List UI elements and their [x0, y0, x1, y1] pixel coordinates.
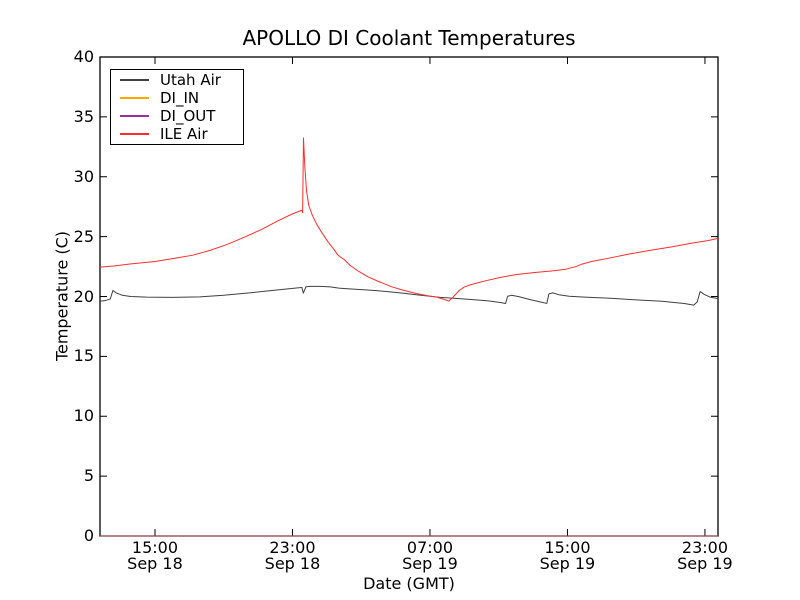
x-tick-time: 07:00	[406, 538, 454, 557]
legend-line-di-out	[120, 115, 149, 117]
x-tick-time: 23:00	[681, 538, 728, 557]
legend-label: DI_IN	[160, 88, 200, 107]
y-tick-label: 0	[83, 526, 94, 545]
y-tick-label: 30	[73, 166, 94, 186]
legend: Utah Air DI_IN DI_OUT ILE Air	[110, 69, 244, 145]
legend-line-ile-air	[120, 133, 149, 135]
y-tick-label: 5	[83, 466, 94, 486]
x-tick-label: 23:00 Sep 18	[265, 540, 321, 572]
legend-item-ile-air: ILE Air	[111, 124, 243, 143]
legend-line-utah-air	[120, 79, 149, 81]
legend-item-di-out: DI_OUT	[111, 106, 243, 125]
x-tick-label: 07:00 Sep 19	[402, 540, 458, 572]
legend-item-di-in: DI_IN	[111, 88, 243, 107]
x-tick-label: 15:00 Sep 19	[540, 540, 596, 572]
legend-line-di-in	[120, 97, 149, 99]
x-tick-date: Sep 19	[677, 554, 733, 573]
x-axis-label: Date (GMT)	[363, 574, 455, 593]
x-tick-date: Sep 18	[264, 554, 321, 573]
x-tick-time: 15:00	[544, 538, 591, 557]
legend-item-utah-air: Utah Air	[111, 70, 243, 89]
y-tick-label: 35	[73, 106, 94, 126]
y-tick-label: 15	[73, 346, 94, 366]
x-tick-time: 23:00	[269, 538, 316, 557]
legend-label: Utah Air	[160, 70, 221, 89]
legend-label: DI_OUT	[160, 106, 216, 125]
chart-title: APOLLO DI Coolant Temperatures	[242, 26, 576, 50]
series-line-ile-air	[99, 137, 719, 302]
x-tick-label: 15:00 Sep 18	[127, 540, 183, 572]
x-tick-date: Sep 18	[127, 554, 183, 573]
y-tick-label: 20	[73, 286, 94, 306]
series-line-utah-air	[99, 285, 719, 306]
y-tick-label: 25	[73, 226, 94, 246]
x-tick-date: Sep 19	[402, 554, 458, 573]
y-tick-label: 40	[73, 47, 94, 66]
legend-label: ILE Air	[160, 124, 208, 143]
x-tick-time: 15:00	[131, 538, 179, 557]
x-tick-label: 23:00 Sep 19	[677, 540, 733, 572]
x-tick-date: Sep 19	[539, 554, 596, 573]
y-tick-label: 10	[73, 406, 94, 426]
